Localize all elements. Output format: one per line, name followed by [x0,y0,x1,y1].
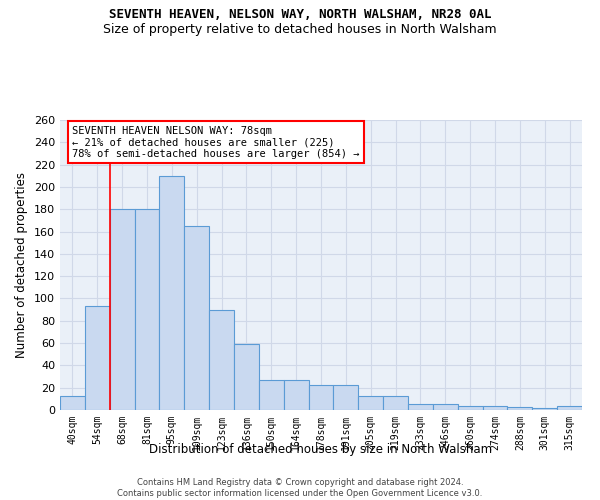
Bar [482,406,508,410]
Bar [134,209,160,410]
Y-axis label: Number of detached properties: Number of detached properties [16,172,28,358]
Bar [209,310,234,410]
Bar [433,404,458,410]
Bar [557,406,582,410]
Bar [334,386,358,410]
Text: SEVENTH HEAVEN NELSON WAY: 78sqm
← 21% of detached houses are smaller (225)
78% : SEVENTH HEAVEN NELSON WAY: 78sqm ← 21% o… [73,126,360,159]
Bar [259,380,284,410]
Bar [532,408,557,410]
Text: Distribution of detached houses by size in North Walsham: Distribution of detached houses by size … [149,442,493,456]
Text: SEVENTH HEAVEN, NELSON WAY, NORTH WALSHAM, NR28 0AL: SEVENTH HEAVEN, NELSON WAY, NORTH WALSHA… [109,8,491,20]
Text: Contains HM Land Registry data © Crown copyright and database right 2024.
Contai: Contains HM Land Registry data © Crown c… [118,478,482,498]
Bar [184,226,209,410]
Bar [284,380,308,410]
Bar [408,404,433,410]
Bar [60,396,85,410]
Text: Size of property relative to detached houses in North Walsham: Size of property relative to detached ho… [103,22,497,36]
Bar [358,396,383,410]
Bar [160,176,184,410]
Bar [508,406,532,410]
Bar [110,209,134,410]
Bar [234,344,259,410]
Bar [85,306,110,410]
Bar [458,406,482,410]
Bar [308,386,334,410]
Bar [383,396,408,410]
